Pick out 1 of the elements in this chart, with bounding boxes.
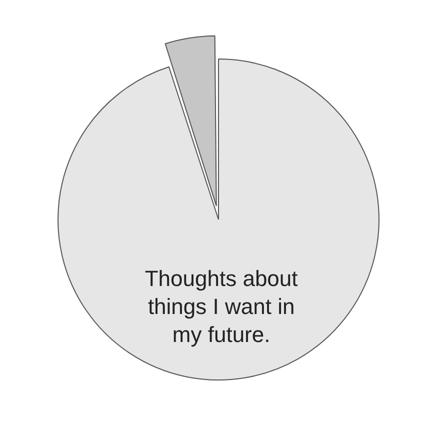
slice-label: Thoughts about things I want in my future. <box>144 266 298 347</box>
